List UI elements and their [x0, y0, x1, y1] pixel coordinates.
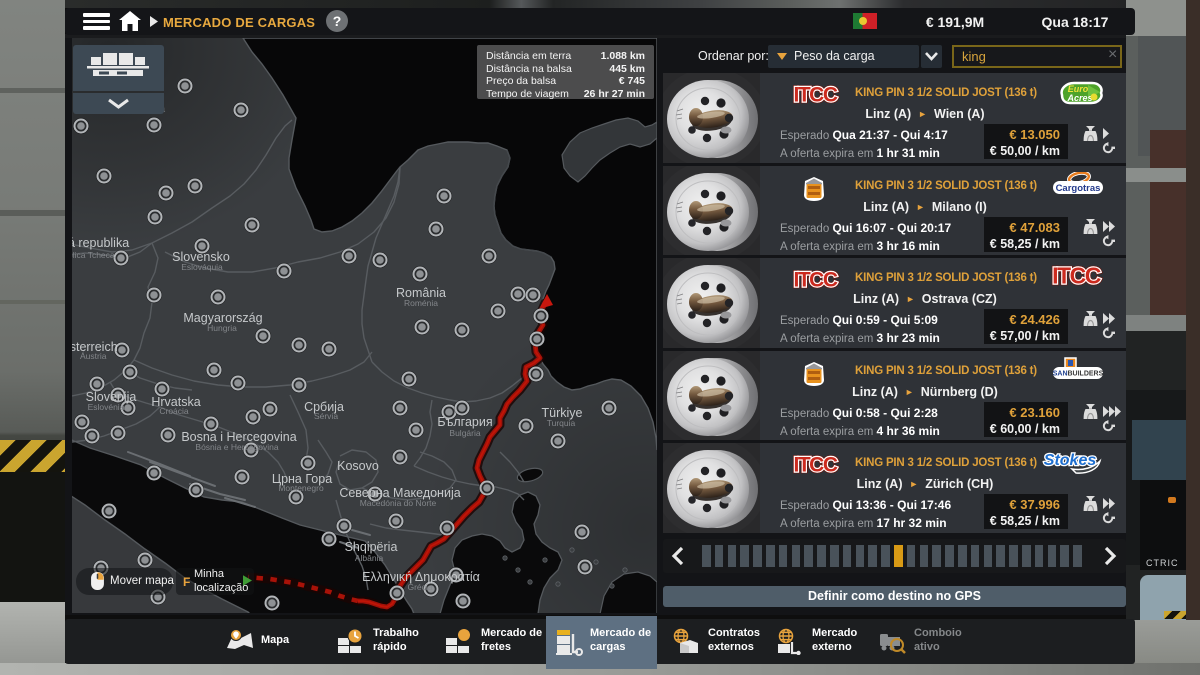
- svg-text:ITCC: ITCC: [794, 454, 838, 477]
- svg-text:България: България: [437, 415, 492, 429]
- svg-text:Ελληνική Δημοκρατία: Ελληνική Δημοκρατία: [362, 570, 480, 584]
- svg-text:á republika: á republika: [72, 236, 129, 250]
- svg-text:Kosovo: Kosovo: [337, 459, 379, 473]
- svg-text:Eslovénia: Eslovénia: [88, 402, 125, 412]
- svg-text:ITCC: ITCC: [794, 269, 838, 292]
- svg-text:Österreich: Österreich: [72, 340, 118, 354]
- svg-text:Bulgária: Bulgária: [449, 428, 480, 438]
- svg-text:Turquia: Turquia: [547, 418, 576, 428]
- svg-text:Croácia: Croácia: [159, 406, 189, 416]
- svg-text:ITCC: ITCC: [794, 269, 838, 292]
- svg-text:ITCC: ITCC: [794, 84, 838, 107]
- svg-text:Euro: Euro: [1068, 84, 1089, 94]
- svg-text:Áustria: Áustria: [80, 351, 107, 361]
- svg-text:Slovenija: Slovenija: [86, 390, 137, 404]
- svg-text:Acres: Acres: [1066, 93, 1092, 103]
- svg-text:Grécia: Grécia: [407, 582, 432, 592]
- svg-text:Türkiye: Türkiye: [542, 406, 583, 420]
- svg-text:Северна Македонија: Северна Македонија: [339, 486, 460, 500]
- svg-text:Albânia: Albânia: [355, 553, 384, 563]
- svg-text:ITCC: ITCC: [794, 84, 838, 107]
- svg-text:Magyarország: Magyarország: [183, 311, 262, 325]
- svg-text:Shqipëria: Shqipëria: [345, 540, 398, 554]
- svg-text:blica Tcheca: blica Tcheca: [72, 250, 115, 260]
- svg-text:România: România: [396, 286, 446, 300]
- svg-text:ITCC: ITCC: [1052, 264, 1101, 288]
- svg-text:Eslováquia: Eslováquia: [181, 262, 223, 272]
- svg-text:Sérvia: Sérvia: [314, 411, 338, 421]
- svg-text:Slovensko: Slovensko: [172, 250, 230, 264]
- svg-text:Bosna i Hercegovina: Bosna i Hercegovina: [181, 430, 296, 444]
- svg-text:Macedónia do Norte: Macedónia do Norte: [360, 498, 437, 508]
- svg-text:Stokes: Stokes: [1044, 452, 1097, 469]
- svg-text:Hungria: Hungria: [207, 323, 237, 333]
- svg-text:Црна Гора: Црна Гора: [272, 472, 332, 486]
- svg-text:ITCC: ITCC: [794, 454, 838, 477]
- svg-text:Србија: Србија: [304, 400, 344, 414]
- svg-text:Hrvatska: Hrvatska: [151, 395, 200, 409]
- svg-text:SANBUILDERS: SANBUILDERS: [1053, 370, 1104, 377]
- svg-text:Cargotras: Cargotras: [1056, 183, 1101, 194]
- svg-text:Montenegro: Montenegro: [278, 483, 324, 493]
- svg-text:Roménia: Roménia: [404, 298, 438, 308]
- svg-text:ITCC: ITCC: [1052, 264, 1101, 288]
- svg-text:Bósnia e Herzegovina: Bósnia e Herzegovina: [195, 442, 278, 452]
